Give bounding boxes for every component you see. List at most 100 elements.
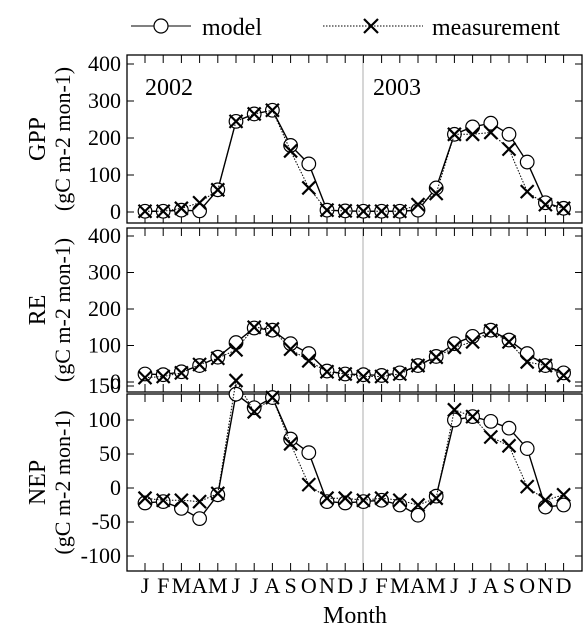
measurement-point-14	[392, 366, 408, 382]
measurement-point-4	[210, 350, 226, 366]
measurement-point-14	[392, 203, 408, 219]
model-point-0	[137, 495, 153, 511]
month-label: J	[450, 573, 459, 598]
measurement-point-17	[447, 402, 462, 418]
legend-model-label: model	[202, 15, 262, 41]
model-point-5	[228, 335, 244, 350]
measurement-point-8	[283, 341, 298, 357]
measurement-point-12	[356, 369, 371, 384]
y-axis-label: RE	[25, 295, 51, 326]
measurement-point-18	[465, 334, 480, 350]
model-point-11	[337, 495, 353, 511]
measurement-point-12	[356, 492, 371, 508]
measurement-point-20	[501, 334, 517, 350]
measurement-point-15	[410, 497, 426, 513]
measurement-point-7	[265, 102, 280, 118]
month-label: S	[284, 573, 296, 598]
month-label: A	[483, 573, 499, 598]
month-label: A	[264, 573, 280, 598]
panel-nep: -100 -50 0 50 100 150 NEP (gC m-2 mon-1)	[25, 373, 583, 572]
model-point-19	[483, 115, 499, 131]
month-label: J	[141, 573, 150, 598]
measurement-point-17	[447, 127, 462, 142]
measurement-point-22	[538, 197, 553, 212]
measurement-point-6	[246, 404, 262, 420]
y-axis-unit: (gC m-2 mon-1)	[50, 67, 75, 211]
y-tick-label: 0	[110, 199, 121, 224]
panel-gpp: 0 100 200 300 400 GPP (gC m-2 mon-1) 2002 2003	[25, 51, 583, 224]
model-point-21	[519, 346, 535, 361]
y-tick-label: 200	[88, 125, 121, 150]
measurement-point-19	[483, 429, 499, 445]
model-point-5	[228, 386, 244, 402]
measurement-point-20	[501, 438, 517, 454]
measurement-point-0	[137, 203, 153, 219]
measurement-point-23	[556, 487, 571, 503]
model-point-19	[483, 413, 499, 429]
month-label: M	[390, 573, 410, 598]
measurement-point-17	[447, 340, 462, 355]
measurement-point-0	[137, 370, 153, 385]
series-line-model	[144, 327, 564, 377]
measurement-point-3	[192, 195, 207, 211]
model-point-21	[519, 154, 535, 170]
year-label-2003: 2003	[373, 75, 421, 101]
y-tick-label: 50	[99, 441, 121, 466]
measurement-point-18	[465, 127, 480, 142]
measurement-point-23	[556, 201, 571, 216]
measurement-point-2	[174, 492, 189, 508]
y-tick-label: -50	[92, 509, 121, 534]
y-tick-label: 0	[110, 369, 121, 394]
measurement-point-13	[374, 369, 389, 384]
y-tick-label: -100	[81, 543, 121, 568]
measurement-point-1	[155, 492, 171, 508]
model-point-18	[465, 119, 481, 135]
series-measurement	[137, 319, 571, 385]
y-tick-label: 100	[88, 333, 121, 358]
measurement-point-21	[519, 184, 535, 199]
measurement-point-7	[265, 390, 280, 405]
measurement-point-6	[246, 106, 262, 122]
model-point-12	[356, 367, 371, 383]
month-label: S	[503, 573, 515, 598]
measurement-point-1	[155, 203, 171, 219]
measurement-point-4	[210, 486, 226, 501]
measurement-point-11	[337, 203, 353, 219]
y-tick-label: 0	[110, 475, 121, 500]
x-axis-label: Month	[323, 603, 387, 629]
month-label: F	[157, 573, 169, 598]
measurement-point-21	[519, 354, 535, 370]
month-label: M	[208, 573, 228, 598]
legend-model-marker	[153, 18, 169, 34]
series-line-model	[144, 392, 564, 520]
model-point-22	[538, 195, 553, 211]
y-axis-unit: (gC m-2 mon-1)	[50, 238, 75, 382]
legend: model measurement	[131, 15, 560, 41]
measurement-point-1	[155, 369, 171, 384]
series-line-measurement	[145, 109, 564, 212]
measurement-point-16	[428, 186, 444, 201]
measurement-point-9	[301, 180, 317, 196]
measurement-point-7	[265, 321, 280, 337]
month-label: J	[359, 573, 368, 598]
series-line-measurement	[144, 379, 564, 506]
panel-frame	[126, 227, 583, 393]
month-label: O	[301, 573, 317, 598]
month-label: N	[537, 573, 553, 598]
measurement-point-23	[556, 368, 571, 383]
measurement-point-19	[483, 323, 499, 339]
month-label: M	[426, 573, 446, 598]
y-axis-unit: (gC m-2 mon-1)	[50, 410, 75, 554]
model-point-21	[519, 441, 535, 456]
measurement-point-13	[374, 490, 389, 506]
y-tick-label: 300	[88, 88, 121, 113]
model-point-23	[556, 365, 571, 381]
measurement-point-3	[192, 357, 207, 372]
measurement-point-16	[428, 490, 444, 506]
measurement-point-22	[538, 492, 553, 508]
model-point-20	[501, 420, 517, 436]
model-point-2	[173, 202, 189, 218]
